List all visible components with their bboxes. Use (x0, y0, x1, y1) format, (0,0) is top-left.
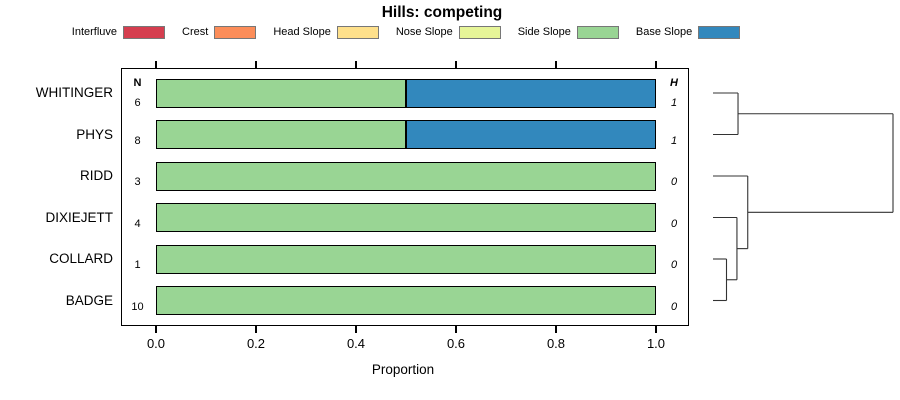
legend-entry-interfluve: Interfluve (71, 26, 166, 39)
row-label-ridd: RIDD (80, 168, 113, 183)
row-label-whitinger: WHITINGER (35, 85, 113, 100)
n-value: 8 (134, 134, 141, 147)
x-axis-tick-bottom (455, 326, 457, 333)
h-value: 0 (670, 176, 678, 188)
legend-entry-base-slope: Base Slope (635, 26, 741, 39)
x-axis-tick-top (155, 61, 157, 68)
legend-entry-side-slope: Side Slope (518, 26, 619, 39)
bar-segment-side-slope (156, 286, 656, 315)
legend-entry-head-slope: Head Slope (273, 26, 379, 39)
n-value: 4 (134, 217, 141, 230)
x-axis-tick-label: 0.4 (346, 336, 366, 351)
legend-swatch-icon (576, 26, 619, 39)
x-axis-tick-top (255, 61, 257, 68)
x-axis-tick-label: 0.6 (446, 336, 466, 351)
row-label-dixiejett: DIXIEJETT (45, 209, 113, 225)
x-axis-tick-bottom (255, 326, 257, 333)
plot-area-border (121, 68, 689, 326)
h-value: 0 (670, 217, 678, 230)
h-column-header: H (670, 76, 678, 89)
n-column-header: N (133, 76, 142, 89)
x-axis-tick-label: 0.2 (246, 336, 266, 351)
legend-entry-crest: Crest (182, 26, 257, 39)
bar-segment-side-slope (156, 244, 656, 274)
x-axis-tick-top (355, 61, 357, 68)
legend: Interfluve Crest Head Slope Nose Slope Side … (0, 26, 812, 39)
bar-segment-base-slope (406, 78, 656, 108)
row-label-badge: BADGE (65, 292, 113, 308)
x-axis-tick-top (455, 61, 457, 68)
row-label-phys: PHYS (76, 126, 113, 142)
legend-entry-nose-slope: Nose Slope (396, 26, 501, 39)
legend-label: Nose Slope (395, 26, 453, 38)
chart-title: Hills: competing (381, 4, 503, 21)
x-axis-tick-bottom (355, 326, 357, 333)
x-axis-tick-label: 0.0 (146, 336, 166, 351)
bar-segment-side-slope (156, 161, 656, 191)
h-value: 0 (670, 259, 678, 271)
legend-label: Base Slope (635, 26, 693, 38)
legend-swatch-icon (458, 26, 501, 39)
n-value: 3 (134, 176, 141, 188)
legend-swatch-icon (214, 26, 257, 39)
bar-segment-base-slope (406, 120, 656, 149)
x-axis-title: Proportion (371, 362, 435, 377)
legend-swatch-icon (123, 26, 166, 39)
x-axis-tick-top (555, 61, 557, 68)
legend-label: Side Slope (517, 26, 571, 38)
legend-swatch-icon (698, 26, 741, 39)
x-axis-tick-top (655, 61, 657, 68)
bar-segment-side-slope (156, 78, 406, 108)
legend-label: Crest (182, 26, 209, 38)
x-axis-tick-bottom (655, 326, 657, 333)
x-axis-tick-bottom (555, 326, 557, 333)
x-axis-tick-label: 0.8 (546, 336, 566, 351)
bar-segment-side-slope (156, 203, 656, 232)
legend-label: Head Slope (273, 26, 331, 38)
legend-swatch-icon (336, 26, 379, 39)
bar-segment-side-slope (156, 120, 406, 149)
h-value: 1 (670, 96, 678, 109)
h-value: 1 (670, 134, 678, 147)
x-axis-tick-label: 1.0 (646, 336, 666, 351)
n-value: 6 (134, 96, 141, 109)
legend-label: Interfluve (71, 26, 118, 38)
n-value: 10 (131, 300, 144, 313)
x-axis-tick-bottom (155, 326, 157, 333)
n-value: 1 (134, 259, 141, 271)
row-label-collard: COLLARD (49, 251, 113, 266)
h-value: 0 (670, 300, 678, 313)
